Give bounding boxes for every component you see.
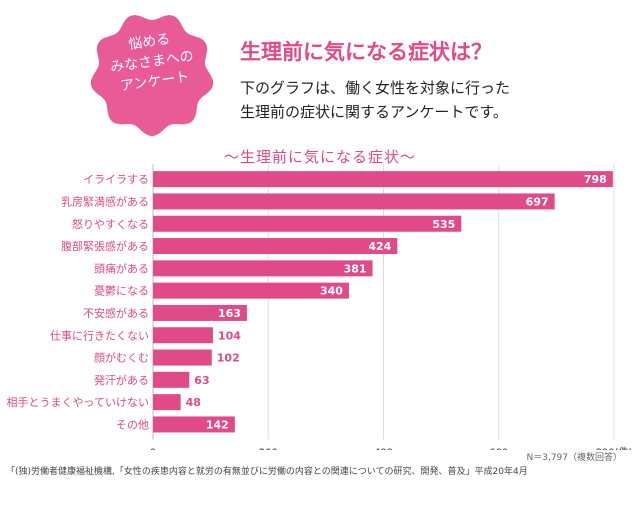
badge-blob bbox=[90, 15, 214, 136]
value-label: 63 bbox=[194, 374, 209, 387]
category-label: その他 bbox=[116, 418, 149, 431]
value-label: 163 bbox=[218, 307, 241, 320]
category-label: 仕事に行きたくない bbox=[50, 329, 149, 342]
category-label: イライラする bbox=[83, 173, 149, 186]
x-tick-label: 600 bbox=[489, 448, 508, 450]
chart-title: 〜生理前に気になる症状〜 bbox=[223, 148, 416, 166]
category-label: 憂鬱になる bbox=[94, 285, 149, 298]
bar bbox=[153, 327, 213, 344]
value-label: 104 bbox=[218, 329, 241, 342]
description-line-1: 下のグラフは、働く女性を対象に行った bbox=[240, 79, 511, 97]
value-label: 381 bbox=[344, 262, 367, 275]
bar bbox=[153, 193, 555, 210]
x-tick-label: 800(件) bbox=[596, 447, 633, 450]
category-label: 不安感がある bbox=[83, 306, 149, 320]
category-label: 乳房緊満感がある bbox=[61, 194, 149, 208]
category-label: 発汗がある bbox=[94, 373, 149, 387]
value-label: 102 bbox=[217, 352, 240, 365]
bar bbox=[153, 349, 212, 366]
category-label: 頭痛がある bbox=[94, 261, 149, 275]
badge-shape bbox=[90, 15, 214, 136]
description: 下のグラフは、働く女性を対象に行った 生理前の症状に関するアンケートです。 bbox=[240, 76, 510, 124]
category-label: 怒りやすくなる bbox=[72, 217, 149, 231]
x-tick-label: 400 bbox=[374, 448, 393, 450]
bar bbox=[153, 394, 181, 411]
bar bbox=[153, 171, 613, 188]
value-label: 535 bbox=[432, 218, 455, 231]
x-tick-label: 0 bbox=[150, 448, 156, 450]
bar bbox=[153, 260, 373, 277]
headline-title: 生理前に気になる症状は？ bbox=[240, 40, 492, 64]
bar bbox=[153, 215, 462, 232]
sample-note: N＝3,797（複数回答） bbox=[526, 453, 623, 463]
bar bbox=[153, 371, 190, 388]
source-citation: 「(独)労働者健康福祉機構,「女性の疾患内容と就労の有無並びに労働の内容との関連… bbox=[6, 467, 528, 477]
category-label: 顔がむくむ bbox=[94, 351, 149, 365]
value-label: 142 bbox=[206, 418, 229, 431]
x-tick-label: 200 bbox=[259, 448, 278, 450]
value-label: 340 bbox=[320, 285, 343, 298]
category-label: 腹部緊張感がある bbox=[61, 239, 149, 253]
bar bbox=[153, 416, 235, 433]
value-label: 798 bbox=[584, 173, 607, 186]
bar-chart: イライラする 798 乳房緊満感がある 697 怒りやすくなる 535 腹部緊張感がある 42… bbox=[7, 164, 633, 450]
bar bbox=[153, 238, 398, 255]
description-line-2: 生理前の症状に関するアンケートです。 bbox=[240, 103, 508, 121]
bar bbox=[153, 304, 247, 321]
value-label: 48 bbox=[186, 396, 201, 409]
value-label: 424 bbox=[368, 240, 391, 253]
value-label: 697 bbox=[526, 195, 549, 208]
category-label: 相手とうまくやっていけない bbox=[7, 395, 149, 409]
bar bbox=[153, 282, 349, 299]
